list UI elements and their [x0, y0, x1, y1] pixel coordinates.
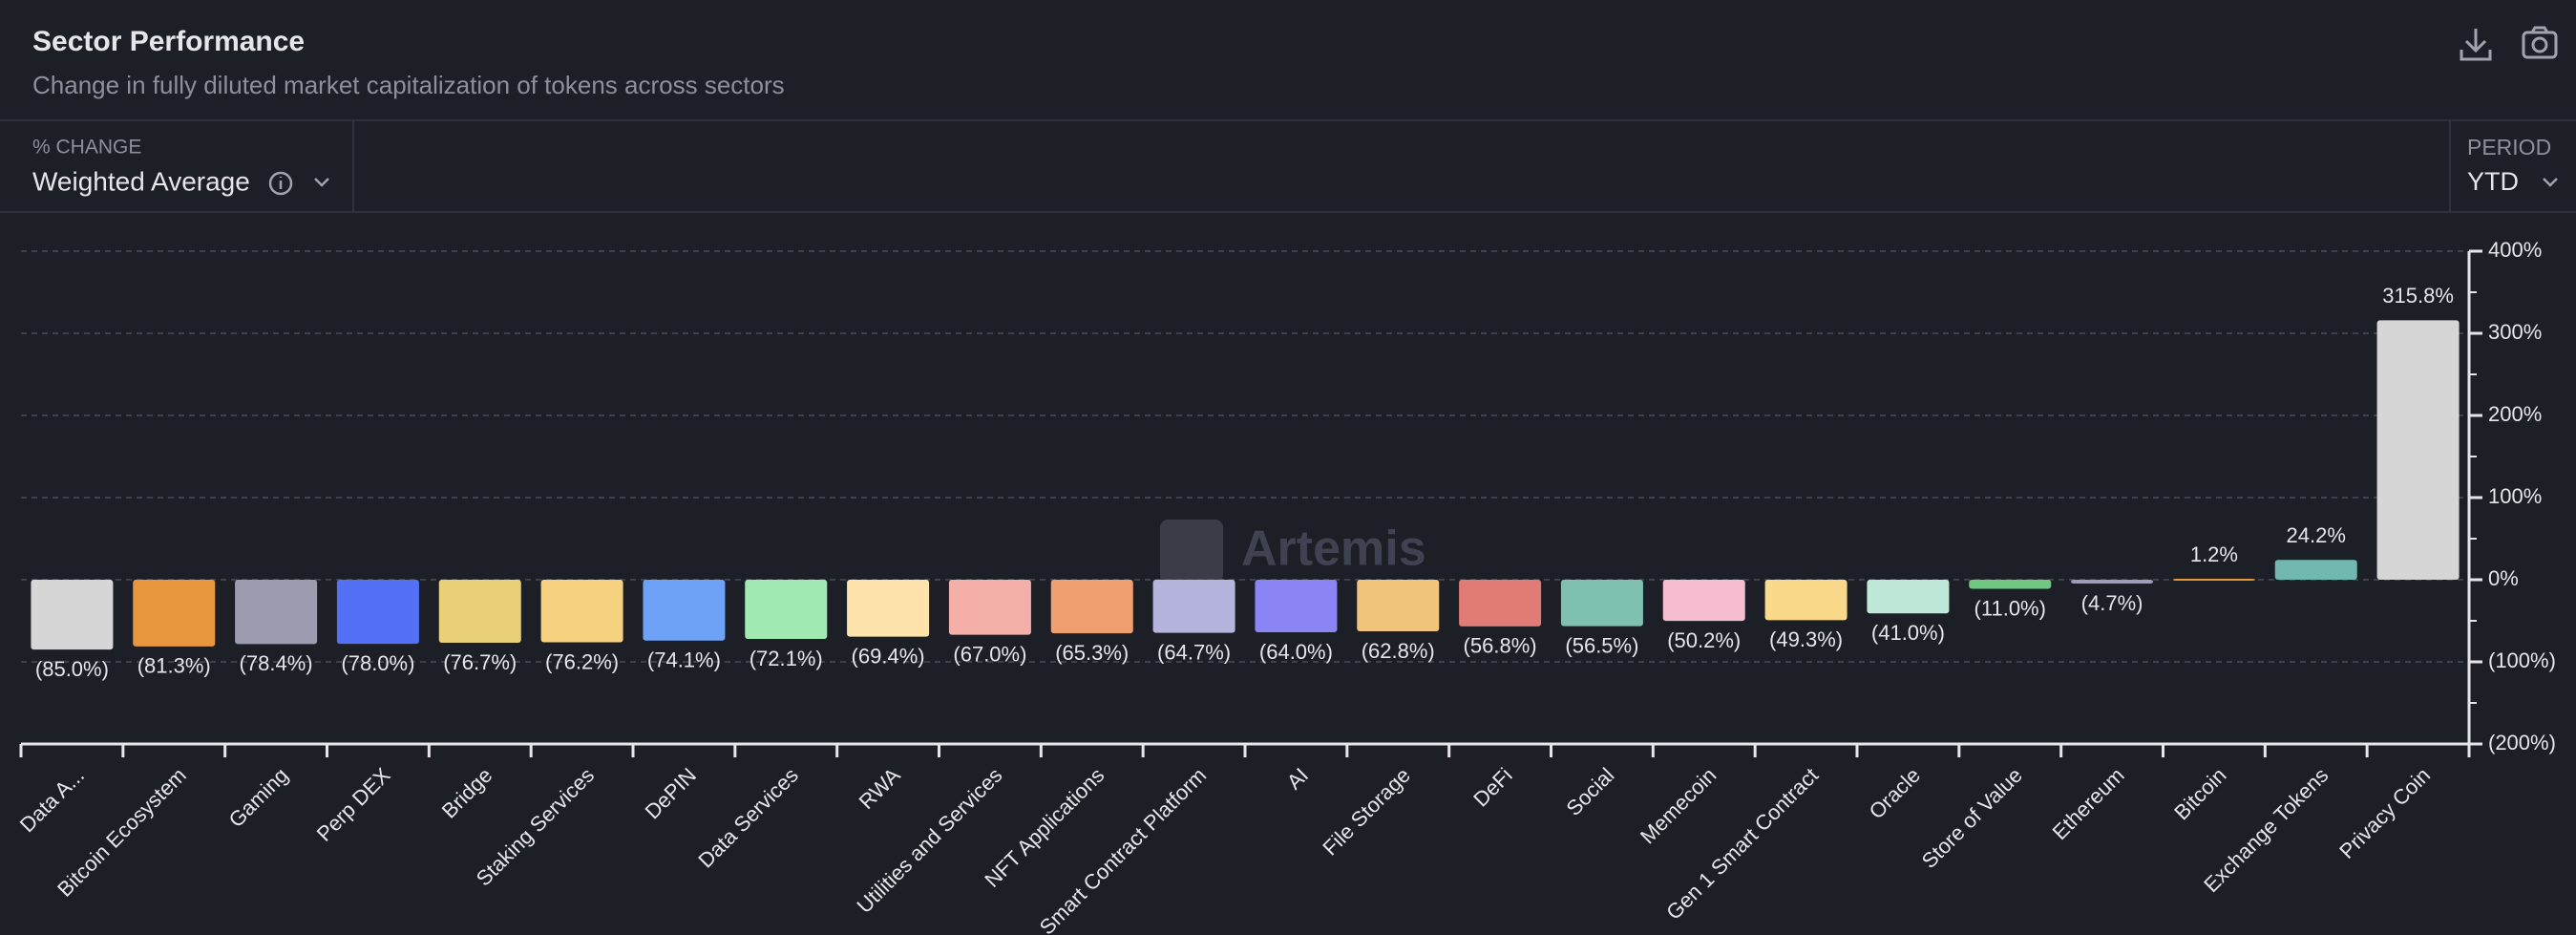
bar — [2071, 580, 2154, 584]
x-tick-label: Store of Value — [1917, 763, 2027, 873]
value-label: (49.3%) — [1769, 627, 1843, 651]
value-label: 24.2% — [2287, 523, 2346, 547]
bar — [643, 580, 726, 641]
period-label: PERIOD — [2467, 135, 2551, 159]
x-tick-label: Gaming — [224, 763, 293, 832]
x-tick-label: Memecoin — [1636, 763, 1721, 848]
value-label: (85.0%) — [35, 657, 109, 681]
y-tick-label: (200%) — [2488, 731, 2556, 754]
bar — [1357, 580, 1440, 632]
x-tick-label: Privacy Coin — [2334, 763, 2435, 863]
x-tick-label: Ethereum — [2048, 763, 2129, 844]
value-label: (50.2%) — [1667, 628, 1741, 652]
bar — [1662, 580, 1745, 622]
bar — [1867, 580, 1950, 614]
x-tick-label: Smart Contract Platform — [1035, 763, 1212, 935]
value-label: (72.1%) — [750, 647, 823, 670]
value-label: (67.0%) — [953, 642, 1026, 666]
value-label: (78.0%) — [341, 651, 414, 675]
x-tick-label: DeFi — [1468, 763, 1517, 812]
bar — [31, 580, 114, 650]
subtitle: Change in fully diluted market capitaliz… — [32, 71, 785, 99]
bar — [1050, 580, 1133, 634]
x-tick-label: RWA — [855, 763, 905, 814]
value-label: (11.0%) — [1974, 596, 2046, 620]
camera-icon[interactable] — [2522, 26, 2558, 59]
y-tick-label: 100% — [2488, 484, 2542, 508]
bar — [1969, 580, 2052, 589]
value-label: (81.3%) — [137, 654, 211, 678]
chevron[interactable] — [2543, 178, 2558, 187]
bar — [847, 580, 930, 637]
value-label: (76.7%) — [443, 650, 517, 674]
value-label: 1.2% — [2190, 542, 2238, 566]
bar — [1255, 580, 1338, 633]
value-label: 315.8% — [2382, 284, 2454, 308]
watermark: Artemis — [1241, 521, 1426, 577]
x-tick-label: Bridge — [437, 763, 497, 823]
value-label: (64.0%) — [1259, 640, 1333, 664]
bar — [336, 580, 419, 645]
period-dropdown[interactable]: YTD — [2467, 167, 2558, 196]
x-tick-label: Oracle — [1865, 763, 1925, 823]
bar — [2172, 578, 2255, 581]
bar — [2274, 560, 2357, 580]
x-tick-label: AI — [1282, 763, 1313, 794]
bar — [1764, 580, 1848, 621]
bar — [133, 580, 216, 647]
value-label: (62.8%) — [1362, 639, 1435, 663]
value-label: (4.7%) — [2081, 591, 2143, 615]
x-tick-label: Perp DEX — [312, 763, 395, 846]
y-tick-label: 400% — [2488, 238, 2542, 262]
bar — [540, 580, 623, 643]
x-tick-label: Data Services — [693, 763, 803, 873]
chevron[interactable] — [314, 178, 329, 187]
title: Sector Performance — [32, 26, 305, 57]
measure-label: % CHANGE — [32, 137, 141, 159]
download-icon[interactable] — [2460, 29, 2492, 61]
period-value[interactable]: YTD — [2467, 167, 2519, 196]
value-label: (65.3%) — [1055, 641, 1129, 665]
value-label: (78.4%) — [240, 651, 313, 675]
y-tick-label: 0% — [2488, 566, 2519, 590]
value-label: (41.0%) — [1871, 621, 1945, 645]
measure-value[interactable]: Weighted Average — [32, 166, 250, 196]
y-tick-label: 200% — [2488, 402, 2542, 426]
value-label: (76.2%) — [545, 649, 619, 673]
x-tick-label: Social — [1562, 763, 1619, 820]
bar — [1560, 580, 1643, 627]
value-label: (56.8%) — [1464, 634, 1537, 658]
y-tick-label: 300% — [2488, 320, 2542, 344]
bar — [745, 580, 828, 640]
bar — [948, 580, 1031, 635]
bar — [2376, 320, 2460, 580]
bar — [438, 580, 521, 643]
x-tick-label: File Storage — [1318, 763, 1415, 861]
measure-dropdown[interactable]: Weighted Average — [32, 166, 329, 196]
value-label: (74.1%) — [647, 648, 721, 672]
x-tick-label: DePIN — [641, 763, 701, 823]
info-icon[interactable] — [268, 171, 293, 196]
value-label: (56.5%) — [1565, 633, 1638, 657]
bar — [235, 580, 318, 645]
x-tick-label: Data A... — [15, 763, 89, 837]
bar — [1152, 580, 1235, 633]
value-label: (69.4%) — [852, 644, 925, 668]
y-tick-label: (100%) — [2488, 648, 2556, 672]
value-label: (64.7%) — [1157, 640, 1231, 664]
watermark-logo — [1160, 520, 1223, 583]
bar — [1459, 580, 1542, 627]
x-tick-label: Bitcoin — [2169, 763, 2230, 824]
